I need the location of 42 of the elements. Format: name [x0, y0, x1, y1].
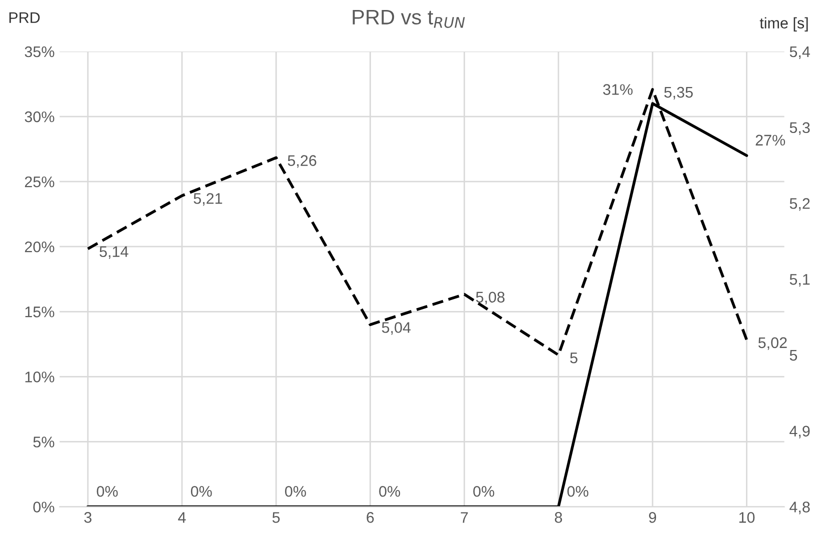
x-tick-label: 5	[272, 512, 280, 523]
data-label: 0%	[473, 486, 494, 497]
data-label: 5,26	[288, 155, 316, 168]
y2-tick-label: 5,2	[790, 198, 810, 211]
x-tick-label: 10	[739, 512, 755, 523]
data-label: 0%	[379, 486, 400, 497]
data-label: 5,08	[476, 292, 505, 304]
x-tick-label: 4	[178, 512, 186, 523]
y2-tick-label: 5,4	[790, 46, 810, 59]
x-tick-label: 9	[649, 512, 656, 523]
y2-tick-label: 4,9	[790, 426, 810, 438]
x-tick-label: 3	[84, 512, 92, 523]
y2-axis-title: time [s]	[760, 17, 808, 32]
y2-tick-label: 5,3	[790, 122, 810, 135]
y-tick-label: 0%	[33, 502, 54, 512]
x-tick-label: 6	[366, 512, 374, 523]
data-label: 5,04	[382, 322, 411, 335]
data-label: 5,14	[100, 246, 128, 259]
data-label: 0%	[285, 486, 306, 497]
y2-tick-label: 5	[790, 350, 798, 361]
y-tick-label: 35%	[24, 46, 54, 58]
data-label: 5	[570, 352, 578, 364]
y-axis-title: PRD	[9, 12, 40, 23]
data-label: 27%	[756, 134, 786, 146]
chart-title: PRD vs t$_{RUN}$	[352, 10, 465, 28]
x-tick-label: 8	[554, 512, 562, 523]
y-tick-label: 15%	[25, 306, 54, 318]
x-tick-label: 7	[460, 512, 468, 523]
y-tick-label: 25%	[24, 176, 54, 188]
y-tick-label: 20%	[24, 241, 54, 252]
data-label: 0%	[567, 486, 588, 497]
data-label: 0%	[190, 486, 212, 497]
y-tick-label: 5%	[33, 436, 54, 448]
data-label: 5,35	[664, 86, 693, 100]
y2-tick-label: 4,8	[790, 502, 810, 514]
y-tick-label: 10%	[25, 372, 54, 382]
data-label: 0%	[96, 486, 118, 497]
data-label: 5,02	[758, 337, 787, 350]
y-tick-label: 30%	[24, 111, 54, 122]
data-label: 31%	[603, 84, 633, 95]
y2-tick-label: 5,1	[790, 274, 810, 287]
data-label: 5,21	[194, 193, 222, 206]
